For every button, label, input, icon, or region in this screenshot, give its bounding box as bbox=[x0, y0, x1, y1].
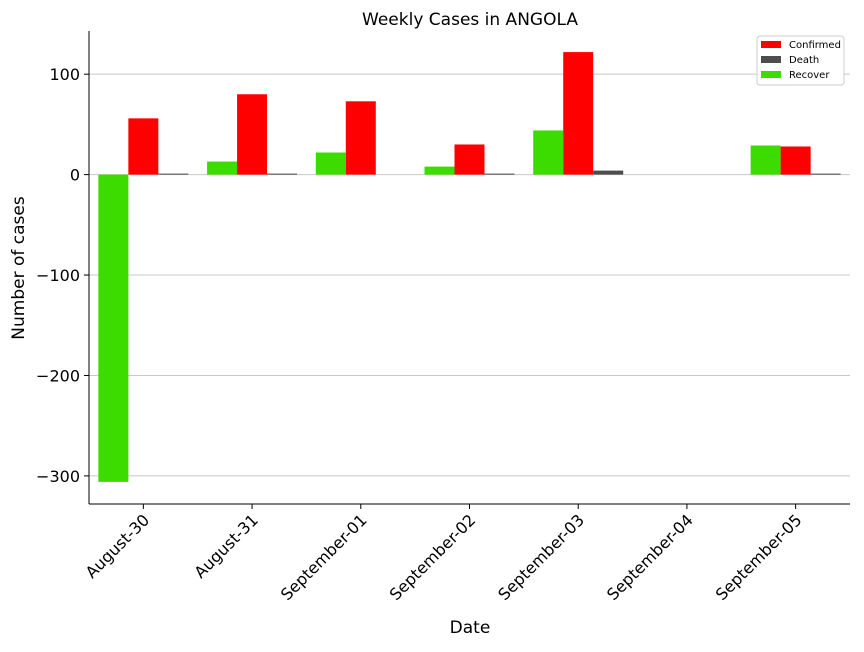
bar-recover-august-30 bbox=[98, 174, 129, 482]
y-axis-label: Number of cases bbox=[9, 196, 29, 340]
chart-title: Weekly Cases in ANGOLA bbox=[362, 10, 578, 30]
legend-swatch-confirmed bbox=[761, 41, 781, 48]
bars bbox=[98, 52, 841, 482]
x-tick-label: September-05 bbox=[712, 510, 806, 604]
x-tick-label: September-04 bbox=[603, 510, 697, 604]
x-tick-label: August-31 bbox=[190, 510, 262, 582]
x-axis-label: Date bbox=[450, 618, 491, 638]
y-tick-label: 100 bbox=[49, 65, 80, 84]
x-tick-label: September-03 bbox=[494, 510, 588, 604]
legend: Confirmed Death Recover bbox=[756, 35, 845, 86]
bar-recover-september-02 bbox=[424, 166, 455, 175]
bar-confirmed-september-01 bbox=[345, 101, 376, 175]
axes bbox=[88, 31, 850, 505]
bar-death-september-05 bbox=[810, 173, 841, 175]
bar-death-september-02 bbox=[484, 173, 515, 175]
bar-death-august-31 bbox=[267, 173, 298, 175]
gridlines bbox=[89, 73, 850, 477]
bar-recover-september-05 bbox=[750, 145, 781, 175]
x-axis-ticks: August-30 August-31 September-01 September-… bbox=[82, 504, 806, 604]
bar-confirmed-september-03 bbox=[563, 52, 594, 175]
y-tick-label: 0 bbox=[70, 166, 80, 185]
y-tick-label: −300 bbox=[36, 467, 80, 486]
bar-death-september-03 bbox=[593, 170, 624, 175]
y-tick-label: −100 bbox=[36, 266, 80, 285]
legend-label-death: Death bbox=[789, 55, 819, 66]
bar-confirmed-august-31 bbox=[237, 94, 268, 175]
bar-confirmed-september-02 bbox=[454, 144, 485, 175]
legend-label-recover: Recover bbox=[789, 70, 830, 81]
x-tick-label: September-02 bbox=[386, 510, 480, 604]
bar-recover-september-03 bbox=[533, 130, 564, 175]
bar-recover-august-31 bbox=[207, 161, 238, 175]
x-tick-label: August-30 bbox=[82, 510, 154, 582]
y-axis-ticks: 100 0 −100 −200 −300 bbox=[36, 65, 89, 486]
legend-swatch-recover bbox=[761, 71, 781, 78]
legend-label-confirmed: Confirmed bbox=[789, 40, 841, 51]
legend-swatch-death bbox=[761, 56, 781, 63]
bar-confirmed-august-30 bbox=[128, 118, 159, 175]
x-tick-label: September-01 bbox=[277, 510, 371, 604]
bar-recover-september-01 bbox=[315, 152, 346, 175]
bar-death-august-30 bbox=[158, 173, 189, 175]
y-tick-label: −200 bbox=[36, 366, 80, 385]
bar-confirmed-september-05 bbox=[780, 146, 811, 175]
